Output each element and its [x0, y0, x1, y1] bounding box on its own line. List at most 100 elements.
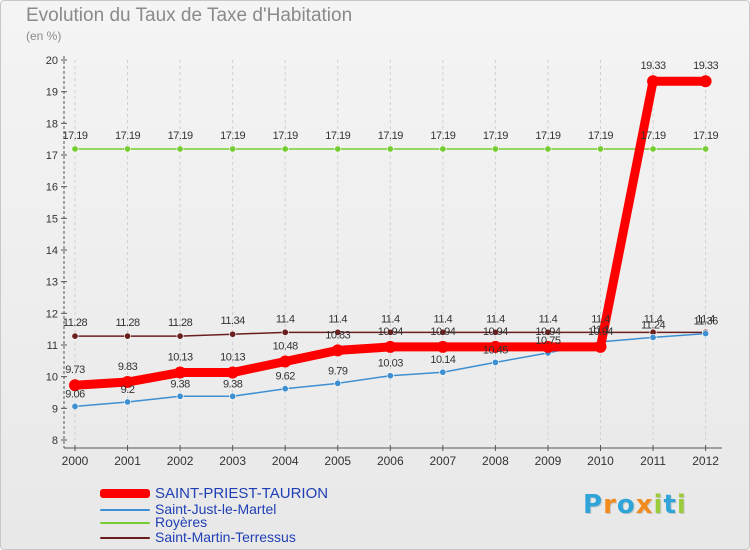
data-label: 10.94	[430, 326, 455, 338]
data-label: 11.34	[221, 315, 246, 327]
y-tick-label: 20	[46, 55, 58, 67]
data-label: 11.4	[644, 313, 663, 325]
legend-swatch	[100, 509, 150, 511]
data-point	[281, 328, 289, 336]
data-label: 11.36	[693, 316, 718, 328]
data-label: 10.94	[378, 326, 403, 338]
data-point	[176, 392, 184, 400]
data-label: 11.24	[641, 319, 666, 331]
data-point	[491, 145, 499, 153]
data-label: 11.4	[539, 313, 558, 325]
data-point	[174, 366, 187, 379]
data-point	[436, 340, 449, 353]
data-point	[702, 330, 710, 338]
logo-letter: P	[583, 490, 604, 520]
legend-label: Royères	[155, 514, 208, 530]
data-point	[334, 145, 342, 153]
data-point	[702, 145, 710, 153]
data-point	[384, 340, 397, 353]
y-tick-label: 9	[52, 403, 58, 415]
data-label: 11.4	[381, 313, 400, 325]
data-label: 10.94	[535, 326, 560, 338]
data-point	[281, 385, 289, 393]
data-label: 9.79	[328, 365, 348, 377]
legend-label: SAINT-PRIEST-TAURION	[155, 485, 329, 502]
data-point	[226, 366, 239, 379]
x-tick-label: 2008	[482, 454, 509, 468]
data-point	[594, 340, 607, 353]
y-tick-label: 15	[46, 213, 58, 225]
data-point	[121, 376, 134, 389]
x-tick-label: 2002	[167, 454, 194, 468]
x-tick-label: 2003	[219, 454, 246, 468]
data-point	[541, 340, 554, 353]
data-label: 11.28	[168, 317, 193, 329]
legend-label: Saint-Martin-Terressus	[155, 529, 296, 545]
y-tick-label: 10	[46, 372, 58, 384]
y-tick-label: 16	[46, 182, 58, 194]
data-label: 9.83	[118, 361, 138, 373]
y-tick-label: 12	[46, 308, 58, 320]
data-point	[281, 145, 289, 153]
logo-letter: r	[603, 490, 617, 520]
x-tick-label: 2004	[272, 454, 299, 468]
data-label: 19.33	[693, 60, 718, 72]
data-point	[334, 328, 342, 336]
x-tick-label: 2005	[324, 454, 351, 468]
legend-swatch	[100, 489, 150, 498]
data-point	[489, 340, 502, 353]
data-label: 17.19	[273, 130, 298, 142]
data-point	[544, 328, 552, 336]
data-label: 17.19	[483, 130, 508, 142]
data-point	[649, 333, 657, 341]
data-point	[386, 145, 394, 153]
data-label: 17.19	[325, 130, 350, 142]
x-tick-label: 2000	[62, 454, 89, 468]
x-tick-label: 2006	[377, 454, 404, 468]
data-label: 11.4	[486, 313, 505, 325]
data-point	[386, 328, 394, 336]
data-label: 17.19	[693, 130, 718, 142]
data-point	[596, 145, 604, 153]
data-label: 17.19	[641, 130, 666, 142]
y-tick-label: 13	[46, 277, 58, 289]
data-point	[331, 344, 344, 357]
data-label: 11.28	[63, 317, 88, 329]
data-point	[699, 75, 712, 88]
legend-swatch	[100, 537, 150, 539]
data-label: 17.19	[220, 130, 245, 142]
data-label: 17.19	[168, 130, 193, 142]
x-tick-label: 2011	[640, 454, 666, 468]
data-point	[439, 368, 447, 376]
data-label: 10.75	[535, 335, 560, 347]
data-point	[229, 392, 237, 400]
data-point	[649, 145, 657, 153]
data-point	[544, 145, 552, 153]
data-point	[71, 402, 79, 410]
y-tick-label: 19	[46, 87, 58, 99]
data-point	[279, 355, 292, 368]
data-point	[124, 398, 132, 406]
logo-letter: i	[653, 490, 664, 520]
data-label: 11.4	[696, 313, 715, 325]
data-point	[647, 75, 660, 88]
data-label: 11.4	[591, 313, 610, 325]
data-point	[71, 332, 79, 340]
legend-swatch	[100, 522, 150, 524]
data-point	[386, 372, 394, 380]
data-label: 17.19	[115, 130, 140, 142]
y-tick-label: 17	[46, 150, 58, 162]
x-tick-label: 2009	[535, 454, 562, 468]
data-label: 19.33	[641, 60, 666, 72]
data-point	[176, 332, 184, 340]
data-label: 11.4	[276, 313, 295, 325]
data-point	[229, 145, 237, 153]
y-tick-label: 11	[47, 340, 58, 352]
y-tick-label: 14	[46, 245, 58, 257]
data-label: 17.19	[430, 130, 455, 142]
x-tick-label: 2001	[114, 454, 141, 468]
data-label: 10.13	[220, 352, 245, 364]
x-tick-label: 2012	[692, 454, 719, 468]
